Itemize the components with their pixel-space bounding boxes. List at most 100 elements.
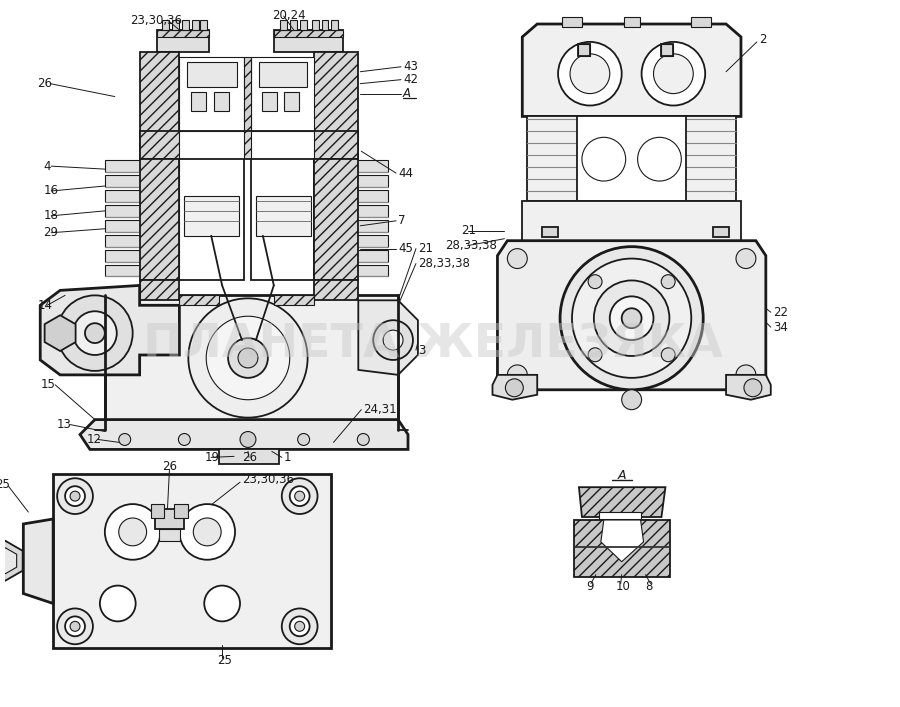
Circle shape [294, 621, 304, 631]
Circle shape [357, 433, 369, 445]
Circle shape [70, 491, 80, 501]
Polygon shape [579, 487, 665, 517]
Circle shape [662, 275, 675, 288]
Bar [624, 17, 640, 27]
Polygon shape [179, 132, 244, 159]
Polygon shape [179, 296, 219, 305]
Circle shape [610, 296, 653, 340]
Polygon shape [140, 52, 179, 159]
Circle shape [508, 249, 527, 269]
Polygon shape [313, 159, 358, 281]
Bar [193, 20, 199, 30]
Polygon shape [251, 132, 313, 159]
Circle shape [588, 348, 602, 362]
Bar [183, 20, 189, 30]
Text: 24,31: 24,31 [364, 403, 397, 416]
Bar [542, 227, 558, 237]
Text: 44: 44 [398, 167, 413, 180]
Bar [158, 529, 180, 541]
Circle shape [119, 518, 147, 546]
Circle shape [653, 54, 693, 93]
Bar [173, 20, 179, 30]
Text: 28,33,38: 28,33,38 [445, 239, 497, 252]
Text: 16: 16 [43, 185, 58, 197]
Circle shape [736, 365, 756, 385]
Polygon shape [179, 57, 244, 132]
Bar [155, 509, 184, 529]
Circle shape [70, 621, 80, 631]
Text: 8: 8 [645, 580, 652, 593]
Bar [262, 92, 277, 112]
Bar [662, 44, 673, 56]
Polygon shape [313, 175, 388, 187]
Text: 45: 45 [398, 242, 413, 255]
Circle shape [104, 504, 160, 560]
Circle shape [240, 431, 256, 448]
Circle shape [588, 275, 602, 288]
Bar [280, 20, 287, 30]
Text: 25: 25 [217, 654, 232, 667]
Bar [150, 504, 165, 518]
Bar [321, 20, 328, 30]
Bar [214, 92, 230, 112]
Polygon shape [219, 450, 279, 464]
Polygon shape [492, 375, 537, 399]
Polygon shape [244, 57, 251, 132]
Polygon shape [157, 30, 209, 52]
Polygon shape [574, 520, 670, 577]
Text: 7: 7 [398, 214, 406, 228]
Circle shape [85, 323, 104, 343]
Bar [578, 44, 590, 56]
Text: 23,30,36: 23,30,36 [242, 473, 294, 486]
Circle shape [570, 54, 610, 93]
Polygon shape [104, 205, 179, 217]
Circle shape [282, 478, 318, 514]
Bar [311, 20, 319, 30]
Bar [290, 20, 297, 30]
Text: 10: 10 [616, 580, 631, 593]
Polygon shape [104, 250, 179, 262]
Circle shape [374, 320, 413, 360]
Bar [691, 17, 711, 27]
Text: 9: 9 [586, 580, 593, 593]
Circle shape [57, 609, 93, 644]
Circle shape [57, 478, 93, 514]
Polygon shape [104, 175, 179, 187]
Polygon shape [274, 30, 344, 37]
Circle shape [119, 433, 130, 445]
Circle shape [188, 298, 308, 418]
Circle shape [582, 137, 626, 181]
Polygon shape [274, 30, 344, 52]
Circle shape [57, 296, 132, 371]
Circle shape [228, 338, 268, 378]
Bar [187, 62, 237, 87]
Polygon shape [601, 520, 644, 562]
Bar [562, 17, 582, 27]
Polygon shape [0, 548, 16, 573]
Bar [331, 20, 338, 30]
Polygon shape [157, 30, 209, 37]
Bar [598, 512, 641, 520]
Bar [179, 159, 244, 281]
Polygon shape [313, 52, 358, 159]
Text: 3: 3 [418, 344, 426, 356]
Polygon shape [313, 160, 388, 172]
Text: 22: 22 [773, 305, 788, 319]
Bar [192, 92, 206, 112]
Circle shape [662, 348, 675, 362]
Polygon shape [726, 375, 770, 399]
Polygon shape [313, 281, 358, 300]
Text: 19: 19 [204, 451, 220, 464]
Circle shape [560, 247, 703, 390]
Polygon shape [527, 117, 736, 201]
Circle shape [637, 137, 681, 181]
Polygon shape [104, 296, 398, 430]
Polygon shape [140, 281, 179, 300]
Circle shape [506, 379, 523, 397]
Text: A: A [617, 469, 626, 481]
Polygon shape [140, 132, 358, 159]
Polygon shape [274, 296, 313, 305]
Text: 12: 12 [87, 433, 102, 446]
Polygon shape [104, 264, 179, 276]
Polygon shape [0, 541, 22, 580]
